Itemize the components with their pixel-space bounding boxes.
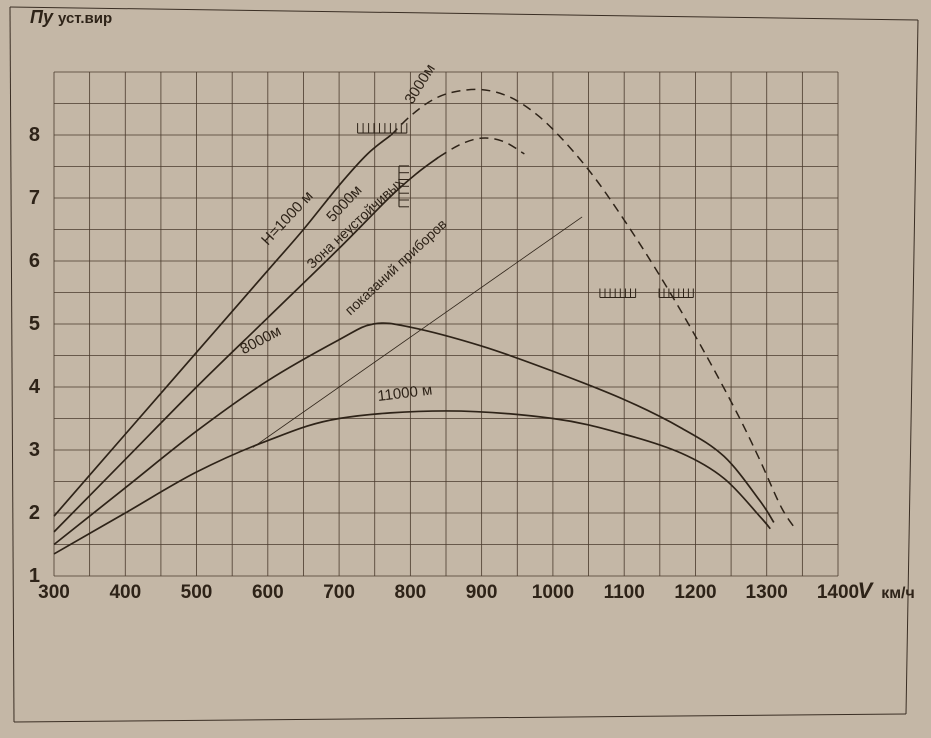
svg-text:400: 400: [109, 582, 141, 603]
svg-text:700: 700: [323, 582, 355, 603]
svg-text:1300: 1300: [746, 582, 788, 603]
svg-text:11000 м: 11000 м: [376, 381, 433, 405]
svg-text:1200: 1200: [674, 582, 716, 603]
svg-text:4: 4: [29, 376, 41, 398]
svg-text:1400: 1400: [817, 582, 859, 603]
svg-text:3000м: 3000м: [401, 61, 439, 107]
svg-text:7: 7: [29, 187, 40, 209]
svg-text:5: 5: [29, 313, 40, 335]
svg-text:H=1000 м: H=1000 м: [258, 188, 316, 249]
svg-text:Пу: Пу: [30, 7, 54, 27]
svg-text:2: 2: [29, 502, 40, 524]
svg-text:показаний приборов: показаний приборов: [342, 216, 450, 318]
svg-text:6: 6: [29, 250, 40, 272]
svg-text:км/ч: км/ч: [881, 585, 915, 602]
svg-text:3: 3: [29, 439, 40, 461]
svg-text:500: 500: [181, 582, 213, 603]
svg-text:8000м: 8000м: [237, 322, 284, 358]
svg-text:300: 300: [38, 582, 70, 603]
svg-text:600: 600: [252, 582, 284, 603]
svg-text:900: 900: [466, 582, 498, 603]
svg-text:800: 800: [395, 582, 427, 603]
svg-text:1100: 1100: [604, 582, 645, 603]
svg-text:1000: 1000: [532, 582, 574, 603]
svg-text:V: V: [858, 578, 875, 603]
svg-text:уст.вир: уст.вир: [58, 10, 112, 27]
svg-text:8: 8: [29, 124, 40, 146]
